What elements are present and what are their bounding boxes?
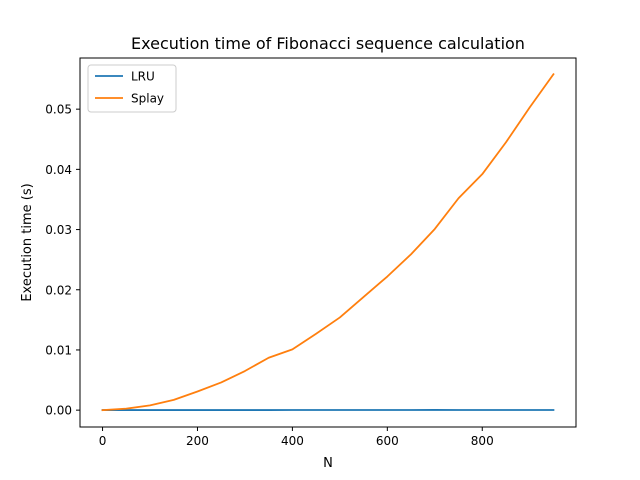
y-tick-label: 0.05 (45, 103, 72, 117)
x-tick-label: 600 (376, 434, 399, 448)
plot-frame (79, 57, 577, 428)
chart-title: Execution time of Fibonacci sequence cal… (131, 34, 525, 53)
y-tick-label: 0.04 (45, 163, 72, 177)
y-axis: 0.00 0.01 0.02 0.03 0.04 0.05 (45, 103, 80, 418)
legend: LRU Splay (87, 64, 177, 113)
x-tick-label: 400 (281, 434, 304, 448)
series-line-splay (101, 72, 555, 412)
x-axis-label: N (323, 456, 333, 471)
y-tick-label: 0.03 (45, 223, 72, 237)
y-tick-label: 0.02 (45, 283, 72, 297)
legend-label: LRU (131, 70, 155, 84)
y-axis-label: Execution time (s) (20, 183, 35, 301)
y-tick-label: 0.01 (45, 343, 72, 357)
x-axis: 0 200 400 600 800 (99, 427, 494, 448)
x-tick-label: 200 (186, 434, 209, 448)
x-tick-label: 800 (471, 434, 494, 448)
legend-label: Splay (131, 92, 164, 106)
y-tick-label: 0.00 (45, 404, 72, 418)
series-layer (101, 72, 555, 412)
x-tick-label: 0 (99, 434, 107, 448)
